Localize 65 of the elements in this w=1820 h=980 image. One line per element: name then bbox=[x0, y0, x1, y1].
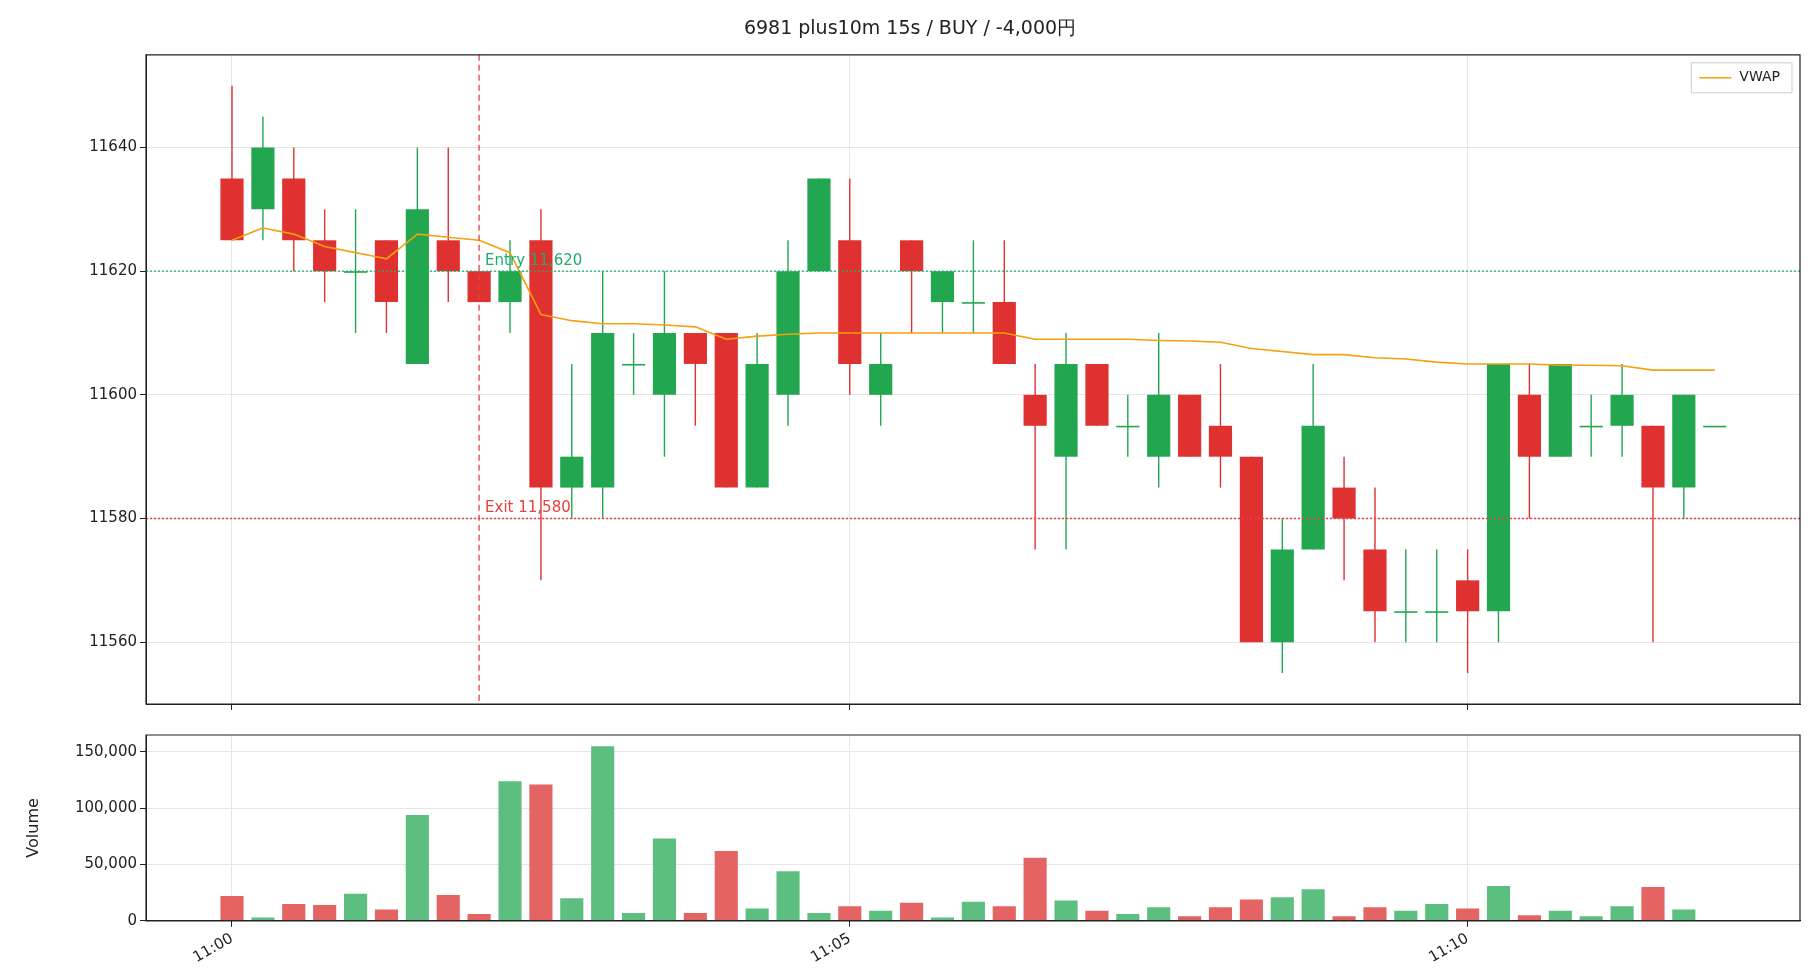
bar bbox=[900, 902, 924, 921]
bar bbox=[776, 871, 800, 921]
bar bbox=[560, 898, 584, 921]
bar bbox=[405, 814, 429, 921]
bar bbox=[1085, 910, 1109, 921]
bar bbox=[807, 912, 831, 921]
bar bbox=[1301, 889, 1325, 921]
bar bbox=[1054, 900, 1078, 921]
bar bbox=[930, 917, 955, 921]
bar bbox=[529, 784, 553, 921]
bar bbox=[1641, 887, 1665, 921]
bar bbox=[1672, 909, 1696, 921]
bar bbox=[467, 914, 491, 921]
bar bbox=[498, 781, 522, 921]
bar bbox=[1116, 914, 1140, 921]
bar bbox=[591, 746, 615, 921]
bar bbox=[251, 917, 275, 921]
bar bbox=[1425, 903, 1449, 921]
candlestick bbox=[961, 239, 985, 334]
bar bbox=[1579, 916, 1603, 921]
bar bbox=[1239, 899, 1263, 921]
y-tick-label: 11640 bbox=[89, 137, 137, 156]
bar bbox=[344, 893, 368, 921]
bar bbox=[436, 894, 460, 921]
bar bbox=[652, 838, 677, 921]
bar bbox=[683, 912, 707, 921]
bar bbox=[1332, 916, 1356, 921]
bar bbox=[1363, 907, 1387, 921]
bar bbox=[374, 909, 398, 921]
bar bbox=[992, 906, 1016, 921]
bar bbox=[1486, 885, 1511, 921]
y-tick-label: 11560 bbox=[89, 632, 137, 651]
candlestick bbox=[343, 208, 368, 334]
bar bbox=[838, 906, 862, 921]
bar bbox=[714, 850, 738, 921]
candlestick bbox=[1394, 548, 1418, 643]
bar bbox=[1394, 910, 1418, 921]
legend-label: VWAP bbox=[1739, 68, 1781, 85]
y-tick-label: 11600 bbox=[89, 384, 137, 403]
bar bbox=[282, 903, 306, 921]
y-tick-label: 0 bbox=[127, 910, 137, 929]
bar bbox=[1548, 910, 1572, 921]
bar bbox=[869, 910, 893, 921]
candlestick bbox=[1425, 548, 1449, 643]
bar bbox=[1208, 907, 1233, 921]
y-tick-label: 100,000 bbox=[74, 798, 137, 817]
bar bbox=[1023, 857, 1047, 921]
bar bbox=[1517, 915, 1541, 921]
y-tick-label: 11620 bbox=[89, 261, 137, 280]
bar bbox=[1147, 907, 1171, 921]
bar bbox=[622, 912, 646, 921]
candlestick bbox=[622, 332, 646, 396]
bar bbox=[220, 896, 244, 921]
y-tick-label: 11580 bbox=[89, 508, 137, 527]
bar bbox=[961, 901, 985, 921]
bar bbox=[313, 905, 337, 921]
bar bbox=[745, 908, 769, 921]
bar bbox=[1178, 916, 1202, 921]
y-axis-title: Volume bbox=[22, 798, 42, 858]
bar bbox=[1610, 906, 1634, 921]
chart-title: 6981 plus10m 15s / BUY / -4,000円 bbox=[743, 16, 1077, 39]
bar bbox=[1456, 908, 1480, 921]
y-tick-label: 50,000 bbox=[84, 854, 137, 873]
y-tick-label: 150,000 bbox=[74, 741, 137, 760]
bar bbox=[1270, 897, 1294, 921]
